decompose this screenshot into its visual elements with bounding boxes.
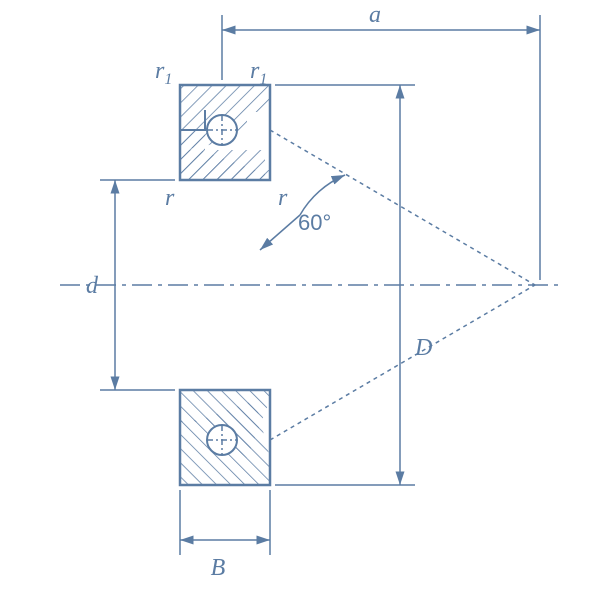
label-r1-left-sub: 1 [164,71,172,88]
label-r1-left-group: r1 [155,58,172,88]
label-B: B [211,555,226,581]
lower-ring-section [180,390,270,485]
upper-ring-section [180,85,270,180]
label-D: D [414,335,432,361]
bearing-diagram: a r1 r1 r r d D 60° [0,0,600,600]
label-r-right: r [278,185,288,211]
label-a: a [369,2,381,28]
dimension-B: B [180,490,270,581]
svg-text:r1: r1 [250,58,267,88]
label-r1-right-group: r1 [250,58,267,88]
svg-text:r1: r1 [155,58,172,88]
label-r1-right-sub: 1 [259,71,267,88]
label-angle: 60° [298,210,331,235]
label-d: d [86,273,99,299]
label-r-left: r [165,185,175,211]
